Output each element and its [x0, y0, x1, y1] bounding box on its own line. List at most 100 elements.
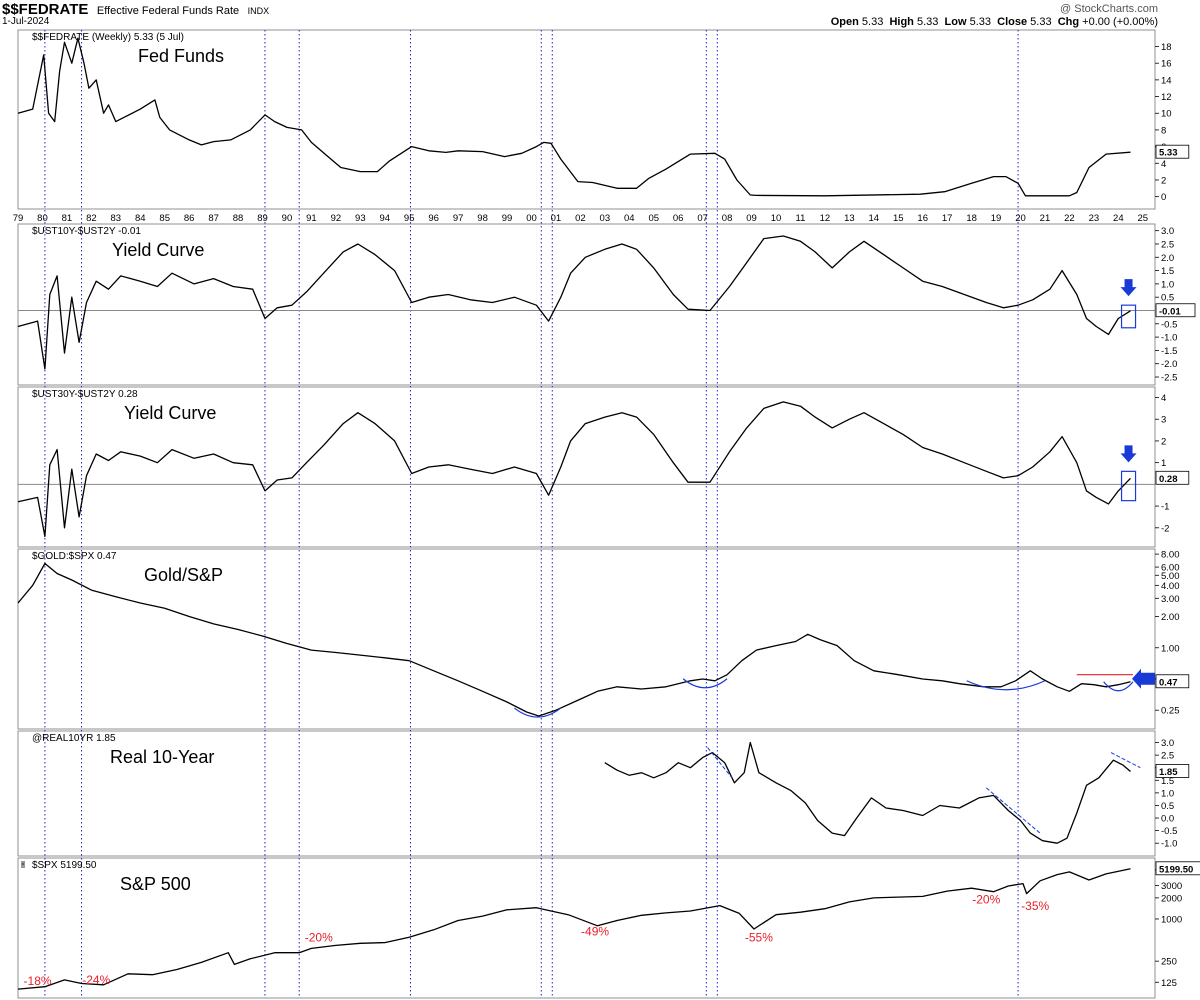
x-tick-label: 97 — [453, 213, 464, 224]
x-tick-label: 16 — [917, 213, 928, 224]
y-tick-label: 10 — [1161, 109, 1172, 120]
panel-title: Real 10-Year — [110, 747, 214, 767]
symbol: $$FEDRATE — [2, 1, 89, 18]
y-tick-label: 0.5 — [1161, 801, 1174, 812]
down-arrow-icon — [1120, 279, 1137, 297]
panel-title: Yield Curve — [124, 403, 216, 423]
description: Effective Federal Funds Rate — [96, 5, 240, 17]
last-value-box — [1155, 144, 1190, 159]
y-tick-label: 2.00 — [1161, 612, 1180, 623]
panel-frame-3 — [17, 386, 1156, 548]
y-tick-label: 2.5 — [1161, 751, 1174, 762]
y-tick-label: -0.5 — [1161, 826, 1177, 837]
x-tick-label: 10 — [771, 213, 782, 224]
y-tick-label: 4 — [1161, 159, 1166, 170]
y-tick-label: 1000 — [1161, 914, 1182, 925]
x-tick-label: 83 — [111, 213, 122, 224]
x-tick-label: 02 — [575, 213, 586, 224]
highlight-box — [1120, 470, 1137, 502]
trendline-3 — [1110, 752, 1141, 769]
x-tick-label: 25 — [1137, 213, 1148, 224]
x-tick-label: 89 — [257, 213, 268, 224]
panel-label: $UST30Y-$UST2Y 0.28 — [32, 389, 138, 400]
last-value-label: 1.85 — [1159, 767, 1178, 778]
panel-label: $GOLD:$SPX 0.47 — [32, 551, 117, 562]
y-tick-label: -1.5 — [1161, 346, 1177, 357]
y-tick-label: 1.5 — [1161, 266, 1174, 277]
panel-curve30y2y: -2 -1 1 2 3 4 0.28 $UST30Y-$UST2Y 0.28 Yield Cur… — [17, 389, 1190, 538]
y-tick-label: 3000 — [1161, 881, 1182, 892]
panel-title: Fed Funds — [138, 46, 224, 66]
panel-frame-5 — [17, 730, 1156, 857]
y-tick-label: 0.5 — [1161, 293, 1174, 304]
last-value-box — [1155, 674, 1190, 689]
panel-curve10y2y: -2.5 -2.0 -1.5 -1.0 -0.5 0.5 1.0 1.5 2.0 2.5 3.0 -0… — [17, 226, 1196, 384]
panel-title: S&P 500 — [120, 874, 191, 894]
last-value-label: 0.47 — [1159, 677, 1178, 688]
drawdown-label: -20% — [972, 893, 1000, 907]
x-tick-label: 80 — [37, 213, 48, 224]
x-tick-label: 82 — [86, 213, 97, 224]
bottom-arc-2 — [682, 678, 728, 689]
y-tick-label: 8 — [1161, 125, 1166, 136]
title-line: $$FEDRATE Effective Federal Funds Rate I… — [2, 1, 269, 19]
y-tick-label: -2.5 — [1161, 373, 1177, 384]
last-value-label: -0.01 — [1159, 306, 1181, 317]
drawdown-label: -55% — [745, 930, 773, 944]
chart-header: $$FEDRATE Effective Federal Funds Rate I… — [0, 0, 1200, 30]
x-tick-label: 94 — [379, 213, 390, 224]
panel-frame-6 — [17, 857, 1156, 999]
trendline-2 — [985, 787, 1041, 834]
ohlc-high-label: High — [889, 16, 914, 28]
x-tick-label: 84 — [135, 213, 146, 224]
y-tick-label: 1.5 — [1161, 776, 1174, 787]
last-value-box — [1155, 764, 1190, 778]
ohlc-close-label: Close — [997, 16, 1028, 28]
ohlc-chg-label: Chg — [1057, 16, 1080, 28]
x-tick-label: 20 — [1015, 213, 1026, 224]
x-tick-label: 86 — [184, 213, 195, 224]
series-line-curve10y2y — [17, 235, 1131, 370]
y-tick-label: 2 — [1161, 175, 1166, 186]
x-tick-label: 79 — [13, 213, 24, 224]
x-tick-label: 19 — [991, 213, 1002, 224]
drawdown-label: -18% — [24, 974, 52, 988]
x-tick-label: 91 — [306, 213, 317, 224]
watermark: @ StockCharts.com — [1060, 3, 1158, 15]
y-tick-label: 2.5 — [1161, 239, 1174, 250]
y-tick-label: -1.0 — [1161, 333, 1177, 344]
x-tick-label: 18 — [966, 213, 977, 224]
y-tick-label: 8.00 — [1161, 550, 1180, 561]
bottom-arc-4 — [1103, 681, 1134, 692]
x-tick-label: 06 — [673, 213, 684, 224]
x-tick-label: 00 — [526, 213, 537, 224]
panel-label: $UST10Y-$UST2Y -0.01 — [32, 226, 141, 237]
x-tick-label: 81 — [62, 213, 73, 224]
y-tick-label: 14 — [1161, 75, 1172, 86]
last-value-box — [1155, 470, 1190, 485]
y-tick-label: 1 — [1161, 458, 1166, 469]
x-tick-label: 01 — [551, 213, 562, 224]
x-tick-label: 07 — [697, 213, 708, 224]
panel-spx: 12525010002000300050005199.50$SPX 5199.5… — [17, 860, 1200, 990]
x-tick-label: 87 — [208, 213, 219, 224]
x-tick-label: 12 — [820, 213, 831, 224]
x-tick-label: 96 — [428, 213, 439, 224]
y-tick-label: 3.0 — [1161, 738, 1174, 749]
x-tick-label: 98 — [477, 213, 488, 224]
x-tick-label: 95 — [404, 213, 415, 224]
x-tick-label: 85 — [159, 213, 170, 224]
ohlc-close-value: 5.33 — [1030, 16, 1052, 28]
x-tick-label: 92 — [331, 213, 342, 224]
panel-title: Gold/S&P — [144, 565, 223, 585]
down-arrow-icon — [1120, 445, 1137, 463]
candle-glyph-icon — [21, 861, 25, 868]
bottom-arc-1 — [514, 707, 562, 718]
x-tick-label: 99 — [502, 213, 513, 224]
trendline-1 — [707, 747, 733, 779]
panel-goldspx: 0.250.501.002.003.004.005.006.008.000.47… — [17, 550, 1190, 718]
y-tick-label: 1.0 — [1161, 788, 1174, 799]
panel-label: $$FEDRATE (Weekly) 5.33 (5 Jul) — [32, 32, 184, 43]
panel-frame-4 — [17, 548, 1156, 730]
